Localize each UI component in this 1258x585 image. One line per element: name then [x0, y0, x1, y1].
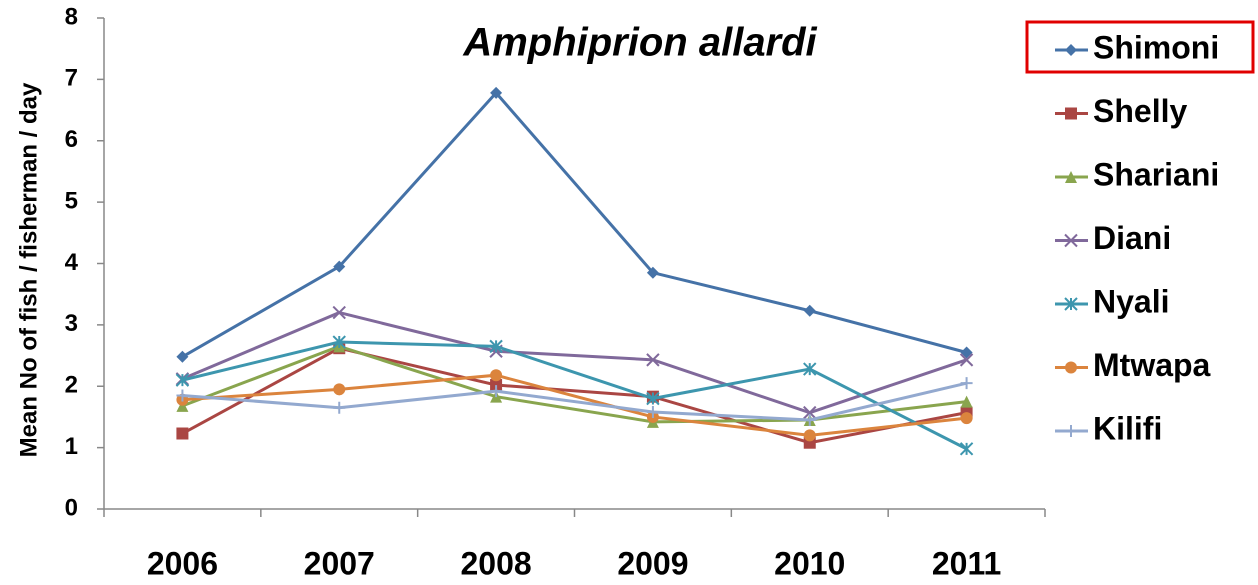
- y-tick-label: 7: [65, 65, 78, 92]
- series-line: [181, 344, 967, 424]
- legend-label: Shimoni: [1093, 29, 1219, 65]
- point: [646, 391, 660, 406]
- point: [803, 405, 817, 420]
- point: [803, 429, 816, 442]
- legend-marker: [1065, 107, 1077, 120]
- legend-highlight: [1025, 20, 1255, 74]
- x-tick-label: 2007: [304, 545, 375, 581]
- point: [333, 260, 346, 273]
- point: [490, 86, 503, 99]
- x-tick-label: 2009: [617, 545, 688, 581]
- point: [490, 385, 503, 398]
- legend-marker: [1065, 171, 1077, 183]
- x-tick-label: 2008: [460, 545, 531, 581]
- point: [176, 399, 189, 412]
- point: [959, 442, 974, 456]
- point: [646, 266, 659, 279]
- point: [803, 414, 816, 427]
- series-line: [182, 373, 967, 437]
- point: [176, 427, 189, 440]
- x-tick-label: 2010: [774, 545, 845, 581]
- point: [176, 350, 189, 363]
- y-tick-label: 6: [65, 126, 78, 153]
- series-line: [182, 340, 968, 451]
- point: [333, 383, 346, 396]
- y-tick-label: 5: [65, 187, 78, 214]
- y-tick-label: 8: [65, 3, 78, 30]
- point: [646, 406, 659, 419]
- point: [490, 369, 503, 382]
- point: [803, 304, 816, 317]
- y-axis-label: Mean No of fish / fisherman / day: [15, 82, 42, 457]
- legend-marker: [1065, 425, 1077, 437]
- point: [333, 401, 346, 414]
- y-tick-label: 1: [65, 433, 78, 460]
- point: [959, 353, 974, 367]
- legend-label: Nyali: [1093, 283, 1169, 319]
- point: [960, 412, 973, 425]
- series-line: [182, 381, 967, 422]
- legend-marker: [1064, 297, 1078, 311]
- point: [490, 379, 503, 392]
- x-tick-label: 2006: [147, 545, 218, 581]
- point: [332, 335, 346, 349]
- point: [332, 305, 346, 320]
- y-tick-label: 2: [65, 372, 78, 399]
- legend-marker: [1064, 233, 1078, 248]
- point: [960, 395, 973, 408]
- y-tick-label: 0: [65, 494, 78, 521]
- series-line: [181, 311, 968, 415]
- point: [489, 339, 503, 354]
- legend-label: Kilifi: [1093, 410, 1162, 446]
- point: [175, 373, 190, 387]
- legend-label: Shelly: [1093, 93, 1187, 129]
- legend-label: Mtwapa: [1093, 347, 1211, 383]
- series-line: [181, 90, 967, 359]
- legend-marker: [1065, 361, 1077, 374]
- legend-label: Diani: [1093, 220, 1171, 256]
- series-line: [181, 346, 967, 445]
- point: [960, 377, 973, 390]
- point: [803, 362, 817, 376]
- y-tick-label: 3: [65, 310, 78, 337]
- legend-label: Shariani: [1093, 156, 1219, 192]
- x-tick-label: 2011: [932, 545, 1001, 581]
- legend-marker: [1065, 44, 1077, 56]
- point: [176, 389, 189, 402]
- chart-title: Amphiprion allardi: [462, 21, 817, 65]
- y-tick-label: 4: [65, 249, 79, 276]
- point: [646, 353, 660, 367]
